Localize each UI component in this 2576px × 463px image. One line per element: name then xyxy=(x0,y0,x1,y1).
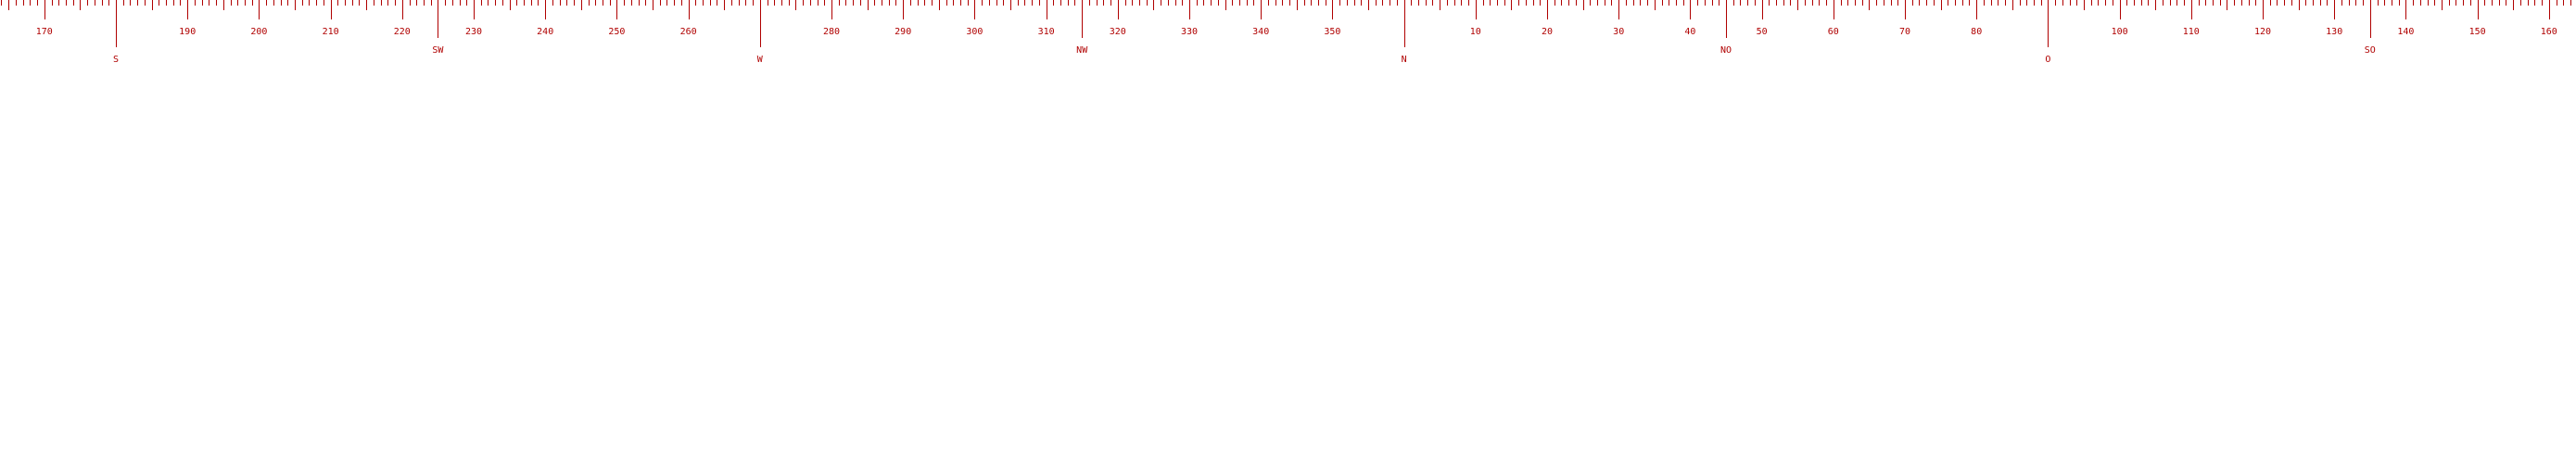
degree-label: 230 xyxy=(465,27,482,37)
cardinal-label: S xyxy=(113,55,119,65)
degree-label: 240 xyxy=(537,27,553,37)
degree-label: 40 xyxy=(1684,27,1695,37)
degree-label: 350 xyxy=(1324,27,1340,37)
degree-label: 290 xyxy=(895,27,911,37)
degree-label: 250 xyxy=(608,27,625,37)
degree-label: 80 xyxy=(1971,27,1982,37)
degree-label: 120 xyxy=(2254,27,2271,37)
degree-label: 330 xyxy=(1181,27,1198,37)
degree-label: 280 xyxy=(823,27,840,37)
intercardinal-label: NW xyxy=(1076,45,1088,56)
degree-label: 130 xyxy=(2326,27,2342,37)
degree-label: 220 xyxy=(394,27,411,37)
degree-label: 60 xyxy=(1828,27,1839,37)
degree-label: 190 xyxy=(179,27,196,37)
cardinal-label: N xyxy=(1402,55,1407,65)
degree-label: 70 xyxy=(1899,27,1910,37)
degree-label: 100 xyxy=(2112,27,2128,37)
degree-label: 310 xyxy=(1038,27,1055,37)
degree-label: 170 xyxy=(36,27,53,37)
intercardinal-label: SW xyxy=(432,45,444,56)
degree-label: 50 xyxy=(1757,27,1768,37)
degree-label: 300 xyxy=(966,27,983,37)
degree-label: 140 xyxy=(2397,27,2414,37)
degree-label: 260 xyxy=(680,27,697,37)
degree-label: 210 xyxy=(323,27,339,37)
intercardinal-label: NO xyxy=(1720,45,1732,56)
degree-label: 320 xyxy=(1110,27,1126,37)
intercardinal-label: SO xyxy=(2365,45,2376,56)
degree-label: 20 xyxy=(1542,27,1553,37)
degree-label: 10 xyxy=(1470,27,1481,37)
degree-label: 30 xyxy=(1613,27,1624,37)
degree-label: 150 xyxy=(2469,27,2486,37)
degree-label: 340 xyxy=(1252,27,1269,37)
degree-label: 160 xyxy=(2541,27,2557,37)
degree-label: 110 xyxy=(2183,27,2200,37)
degree-label: 200 xyxy=(250,27,267,37)
cardinal-label: O xyxy=(2045,55,2050,65)
cardinal-label: W xyxy=(757,55,764,65)
